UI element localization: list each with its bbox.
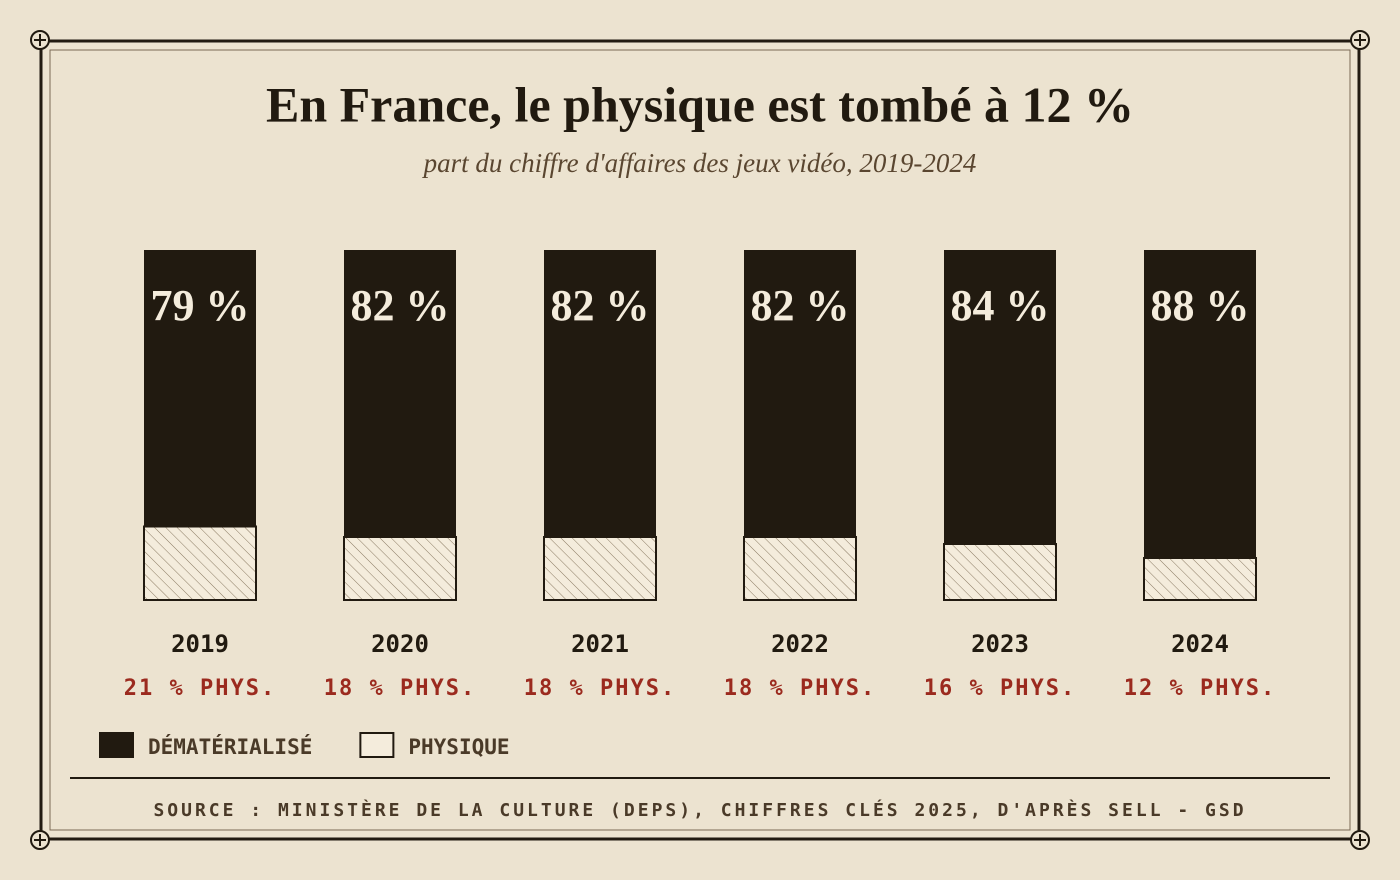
value-label: 18 % PHYS. — [524, 676, 676, 701]
value-label: 82 % — [551, 281, 650, 330]
value-label: 82 % — [751, 281, 850, 330]
bar-segment — [744, 250, 856, 537]
value-label: 79 % — [151, 281, 250, 330]
x-tick-label: 2022 — [771, 630, 829, 658]
value-label: 12 % PHYS. — [1124, 676, 1276, 701]
source: SOURCE : MINISTÈRE DE LA CULTURE (DEPS),… — [153, 799, 1246, 821]
chart-title: En France, le physique est tombé à 12 % — [266, 76, 1134, 132]
bar-segment — [144, 250, 256, 527]
x-tick-label: 2020 — [371, 630, 429, 658]
x-tick-label: 2023 — [971, 630, 1029, 658]
legend-label: DÉMATÉRIALISÉ — [148, 734, 312, 759]
value-label: 18 % PHYS. — [724, 676, 876, 701]
value-label: 84 % — [951, 281, 1050, 330]
value-label: 21 % PHYS. — [124, 676, 276, 701]
x-tick-label: 2024 — [1171, 630, 1229, 658]
legend-swatch — [99, 732, 134, 758]
value-label: 82 % — [351, 281, 450, 330]
inner-frame — [49, 49, 1351, 831]
bar-hatch — [745, 538, 855, 599]
value-label: 18 % PHYS. — [324, 676, 476, 701]
bar-segment — [1144, 250, 1256, 558]
chart-subtitle: part du chiffre d'affaires des jeux vidé… — [422, 148, 977, 178]
legend-label: PHYSIQUE — [408, 735, 509, 759]
bar-segment — [544, 250, 656, 537]
bar-hatch — [345, 538, 455, 599]
value-label: 16 % PHYS. — [924, 676, 1076, 701]
bar-hatch — [945, 545, 1055, 599]
x-tick-label: 2019 — [171, 630, 229, 658]
bar-hatch — [545, 538, 655, 599]
bar-hatch — [145, 527, 255, 599]
frame — [39, 39, 1361, 841]
x-tick-label: 2021 — [571, 630, 629, 658]
legend-swatch — [359, 732, 395, 758]
bar-segment — [944, 250, 1056, 544]
value-label: 88 % — [1151, 281, 1250, 330]
bar-hatch — [1145, 559, 1255, 599]
corner-ornaments — [30, 30, 1370, 850]
bar-segment — [344, 250, 456, 537]
